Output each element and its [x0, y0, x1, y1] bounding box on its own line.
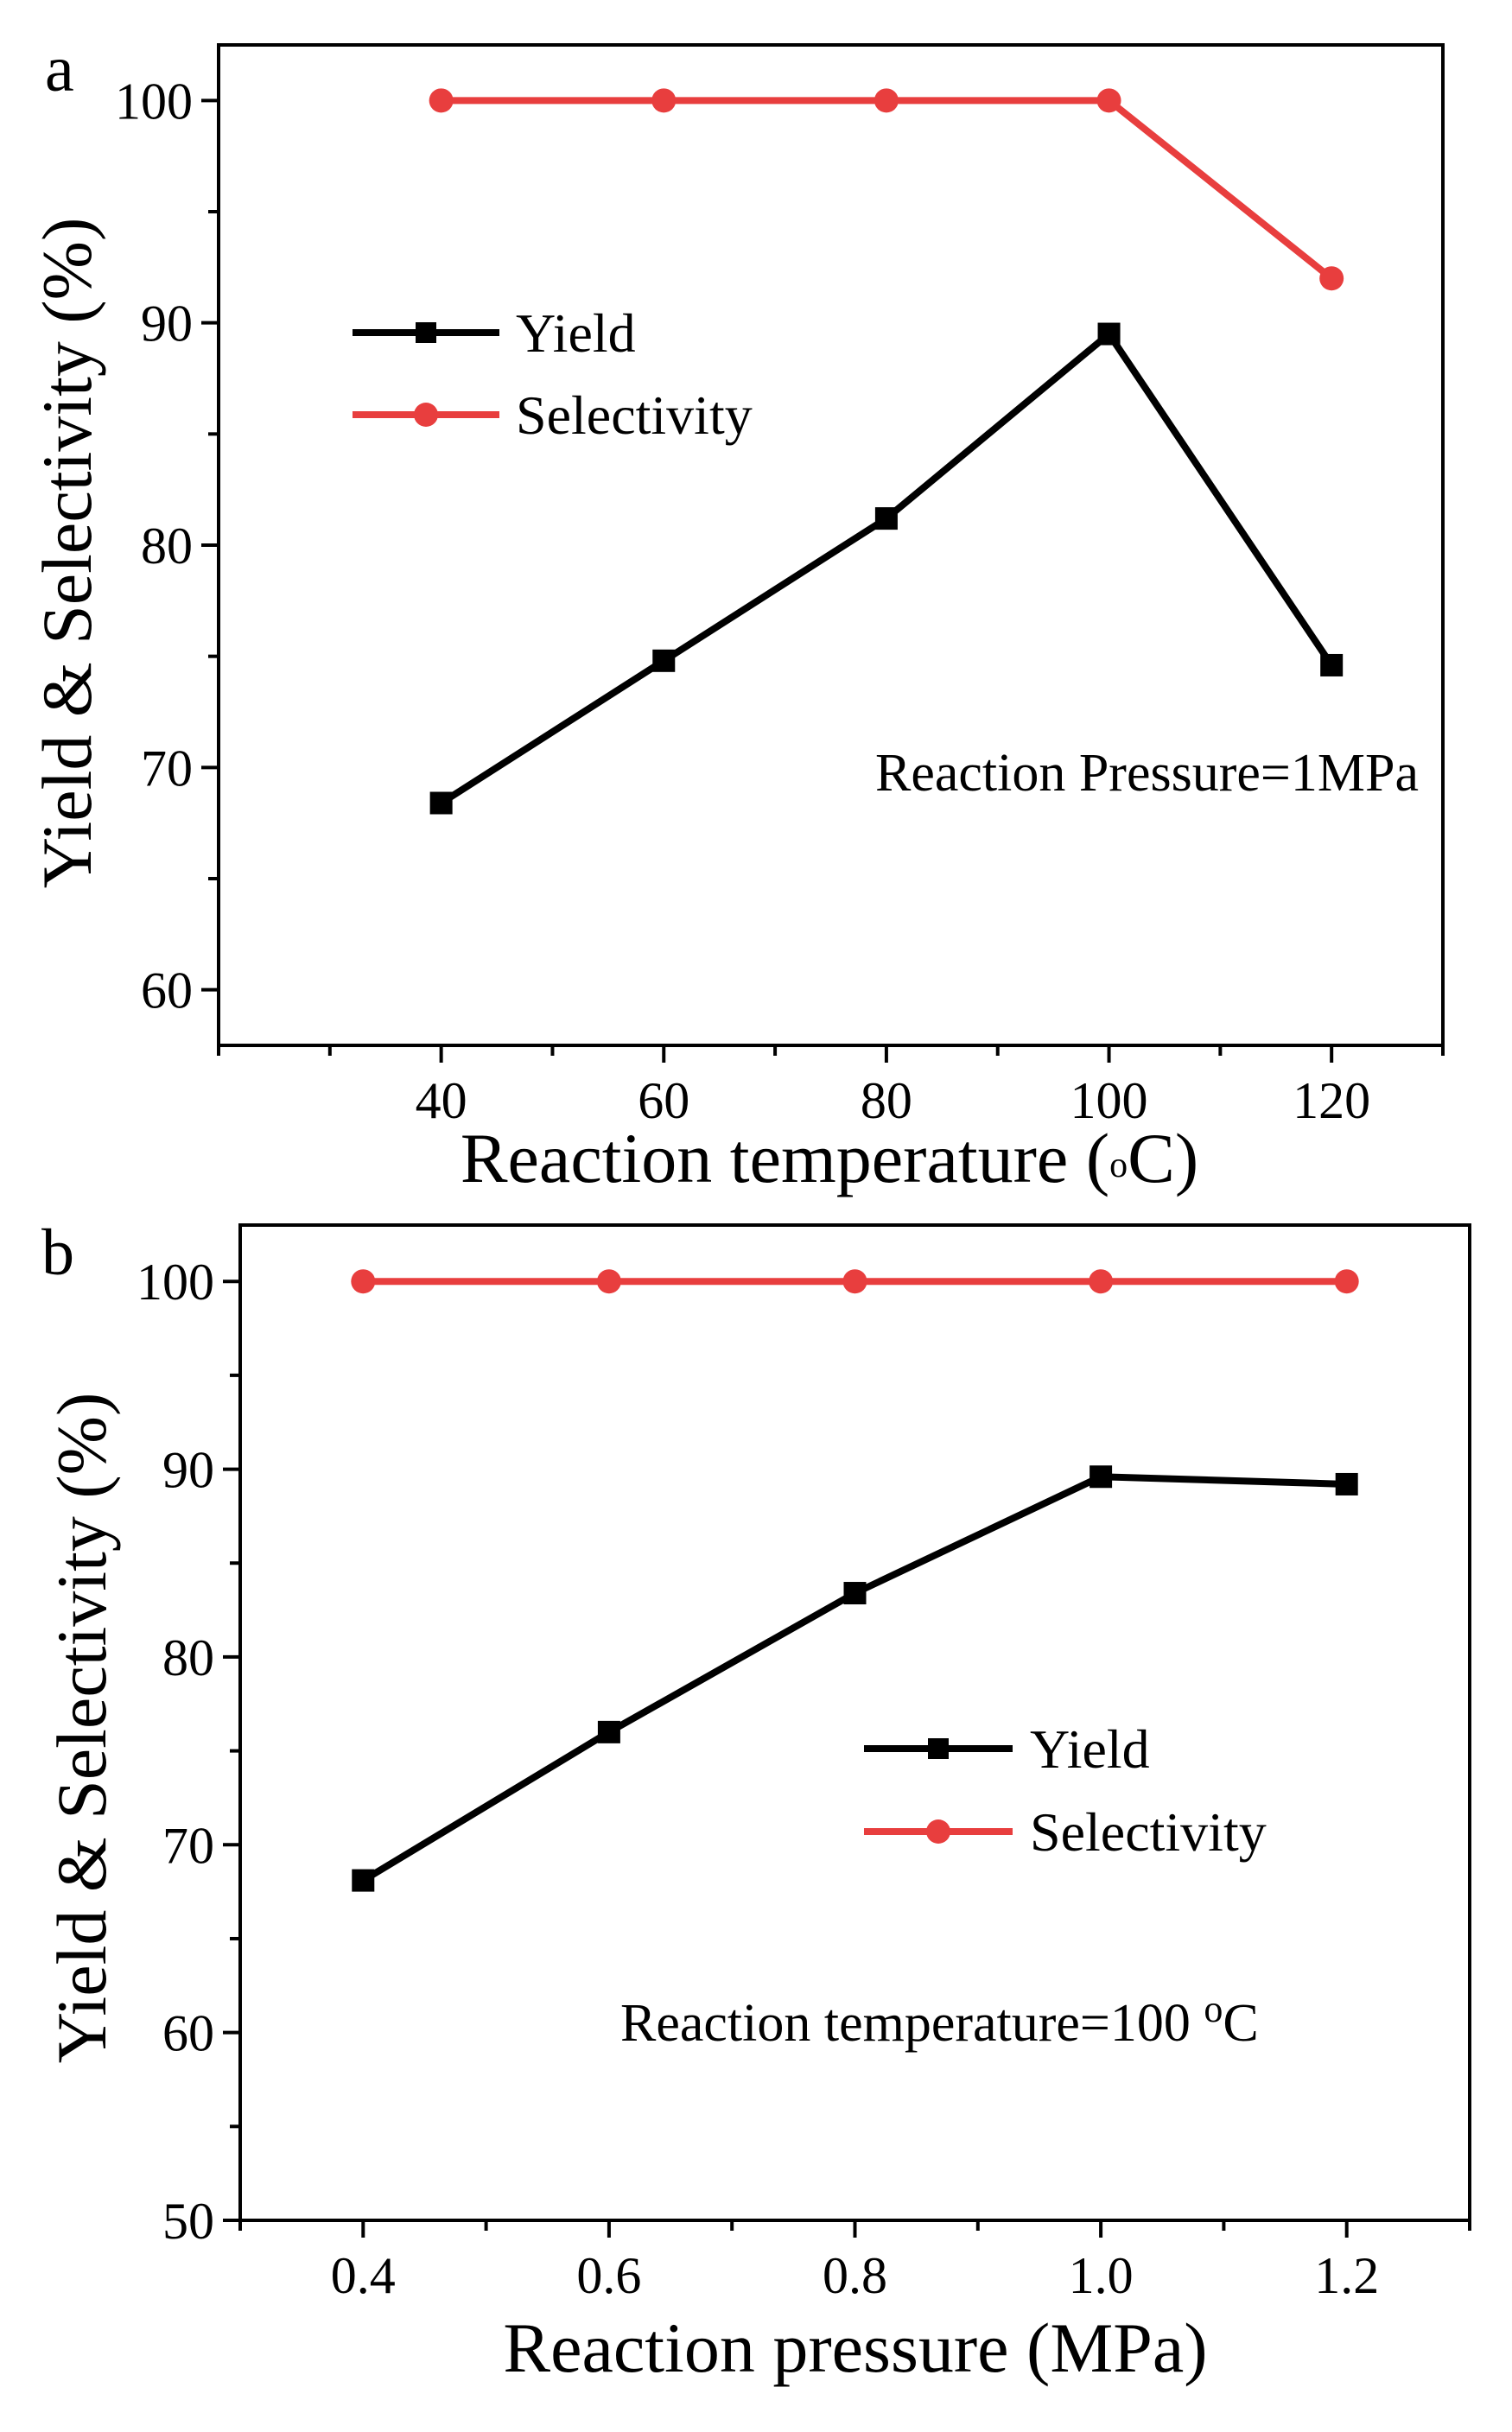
panel-b-selectivity-point — [1334, 1269, 1359, 1294]
panel-b-y-tick-label: 80 — [162, 1629, 214, 1686]
panel-a: a 60 70 80 90 100 40 60 80 100 120 Yield… — [28, 33, 1445, 1197]
panel-a-legend-yield-label: Yield — [516, 302, 636, 364]
panel-a-yield-point — [652, 649, 676, 672]
panel-b-yield-point — [1335, 1472, 1358, 1495]
panel-b-x-ticks — [238, 2220, 1471, 2238]
panel-a-x-tick-label: 120 — [1293, 1072, 1370, 1129]
panel-a-selectivity-line — [441, 97, 1334, 282]
panel-a-legend-yield-marker — [416, 322, 436, 343]
panel-a-selectivity-point — [874, 88, 899, 113]
panel-b-label: b — [41, 1216, 74, 1289]
panel-a-x-ticks — [217, 1045, 1445, 1063]
panel-a-plot-frame — [217, 43, 1445, 1047]
panel-b-yield-point — [352, 1869, 375, 1892]
panel-b-y-tick-label: 70 — [162, 1817, 214, 1874]
panel-b-y-tick-label: 50 — [162, 2193, 214, 2250]
panel-a-y-ticks — [201, 98, 219, 992]
panel-b-x-tick-label: 1.0 — [1069, 2247, 1134, 2304]
panel-b-y-ticks — [223, 1279, 240, 2222]
panel-a-x-tick-label: 60 — [638, 1072, 689, 1129]
panel-a-legend: Yield Selectivity — [353, 302, 753, 446]
panel-a-series — [429, 88, 1344, 815]
panel-a-y-tick-label: 90 — [141, 295, 193, 352]
panel-a-annotation: Reaction Pressure=1MPa — [875, 744, 1419, 803]
panel-a-x-axis-title-main: Reaction temperature ( — [461, 1119, 1109, 1197]
panel-b-annotation: Reaction temperature=100 oC — [620, 1988, 1259, 2053]
panel-a-yield-point — [1097, 322, 1121, 346]
panel-a-label: a — [45, 33, 74, 105]
panel-a-x-tick-label: 80 — [861, 1072, 912, 1129]
panel-b-annotation-degree: o — [1204, 1988, 1223, 2030]
panel-b-y-tick-label: 100 — [137, 1254, 214, 1311]
panel-a-yield-point — [1320, 653, 1344, 676]
panel-a-x-axis-title: Reaction temperature (oC) — [461, 1119, 1198, 1197]
panel-a-y-tick-label: 80 — [141, 518, 193, 575]
panel-b-series — [351, 1269, 1359, 1892]
panel-b-yield-point — [1090, 1465, 1113, 1489]
panel-a-x-tick-label: 100 — [1070, 1072, 1148, 1129]
panel-b-selectivity-point — [1089, 1269, 1114, 1294]
panel-a-selectivity-point — [651, 88, 677, 113]
panel-a-y-axis-title: Yield & Selectivity (%) — [28, 218, 106, 889]
panel-b-legend-yield-marker — [928, 1738, 949, 1759]
panel-a-x-axis-title-degree: o — [1109, 1146, 1128, 1185]
panel-b-x-axis-title: Reaction pressure (MPa) — [503, 2308, 1207, 2387]
panel-b-legend-selectivity-label: Selectivity — [1030, 1801, 1267, 1863]
panel-a-y-tick-label: 60 — [141, 962, 193, 1019]
panel-a-y-tick-label: 100 — [115, 73, 193, 130]
panel-b-yield-point — [597, 1720, 620, 1743]
panel-a-legend-selectivity-marker — [414, 403, 438, 427]
panel-b: b 50 60 70 80 90 100 0.4 0.6 0.8 1.0 1.2… — [41, 1216, 1471, 2387]
panel-b-yield-point — [843, 1582, 867, 1605]
panel-b-x-tick-label: 0.6 — [576, 2247, 641, 2304]
panel-b-annotation-main: Reaction temperature=100 — [620, 1994, 1204, 2053]
panel-a-x-axis-title-unit: C) — [1128, 1119, 1198, 1197]
panel-b-x-tick-label: 0.8 — [823, 2247, 887, 2304]
panel-a-selectivity-point — [1096, 88, 1121, 113]
panel-a-selectivity-point — [429, 88, 454, 113]
panel-a-yield-point — [874, 507, 898, 530]
panel-a-legend-selectivity-label: Selectivity — [516, 384, 753, 446]
panel-b-legend-selectivity-marker — [926, 1819, 950, 1844]
panel-b-legend: Yield Selectivity — [864, 1718, 1267, 1863]
panel-b-legend-yield-label: Yield — [1030, 1718, 1150, 1780]
panel-a-x-tick-label: 40 — [416, 1072, 467, 1129]
panel-b-selectivity-point — [351, 1269, 376, 1294]
panel-b-x-tick-label: 0.4 — [331, 2247, 396, 2304]
panel-b-annotation-unit: C — [1223, 1994, 1258, 2053]
panel-a-selectivity-point — [1319, 266, 1344, 291]
panel-b-selectivity-point — [842, 1269, 867, 1294]
panel-b-y-axis-title: Yield & Selectivity (%) — [42, 1393, 121, 2064]
panel-b-x-tick-label: 1.2 — [1314, 2247, 1379, 2304]
panel-b-y-tick-label: 90 — [162, 1442, 214, 1499]
panel-a-yield-point — [429, 791, 453, 815]
panel-b-y-tick-label: 60 — [162, 2005, 214, 2062]
panel-b-plot-frame — [238, 1223, 1471, 2222]
panel-a-y-tick-label: 70 — [141, 740, 193, 797]
panel-b-selectivity-point — [596, 1269, 621, 1294]
